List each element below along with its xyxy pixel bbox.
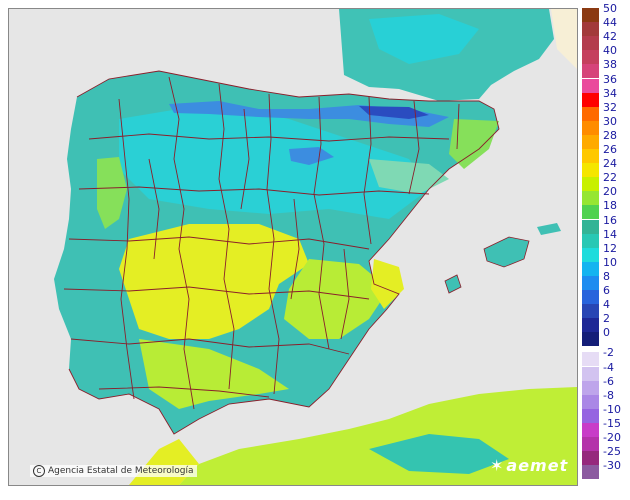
catalonia-coast <box>449 119 499 169</box>
legend-swatch-cold-3 <box>582 394 599 409</box>
legend-swatch-cold-6 <box>582 437 599 452</box>
balearic-borders <box>444 236 530 294</box>
legend-swatch-warm-5 <box>582 78 599 93</box>
legend-swatch-warm-14 <box>582 205 599 220</box>
legend-label-cold-4: -10 <box>603 402 621 416</box>
legend-swatch-cold-0 <box>582 352 599 367</box>
legend-label-warm-0: 50 <box>603 2 617 15</box>
legend-swatch-warm-20 <box>582 290 599 305</box>
legend-swatch-warm-1 <box>582 22 599 37</box>
legend-swatch-cold-4 <box>582 408 599 423</box>
legend-swatch-warm-4 <box>582 64 599 79</box>
legend-label-warm-10: 26 <box>603 143 617 156</box>
ibiza <box>445 275 461 293</box>
alps-strip <box>551 9 577 69</box>
legend-swatch-warm-0 <box>582 8 599 23</box>
legend-label-warm-11: 24 <box>603 157 617 171</box>
france-cool-patch <box>369 14 479 64</box>
legend-label-warm-1: 44 <box>603 16 617 30</box>
legend-label-warm-17: 12 <box>603 241 617 255</box>
iberian-range-cold <box>289 147 334 165</box>
legend-swatch-warm-11 <box>582 163 599 178</box>
legend-label-warm-16: 14 <box>603 227 617 241</box>
aemet-logo-icon: ✶ <box>490 456 505 475</box>
guadalquivir-warm <box>139 339 289 409</box>
legend-swatch-cold-7 <box>582 451 599 466</box>
temperature-map <box>8 8 578 486</box>
legend-label-warm-21: 4 <box>603 298 610 312</box>
menorca <box>537 223 561 235</box>
legend-swatch-warm-6 <box>582 92 599 107</box>
ebro-valley <box>369 159 449 194</box>
southeast-warm <box>284 259 389 339</box>
legend-swatch-warm-16 <box>582 233 599 248</box>
legend-label-warm-18: 10 <box>603 255 617 269</box>
legend-label-warm-5: 36 <box>603 72 617 86</box>
pyrenees-peaks <box>359 106 429 119</box>
legend-swatch-warm-7 <box>582 106 599 121</box>
legend-swatch-warm-3 <box>582 50 599 65</box>
legend-swatch-cold-5 <box>582 422 599 437</box>
legend-label-warm-13: 20 <box>603 185 617 199</box>
legend-label-cold-5: -15 <box>603 416 621 430</box>
legend-swatch-warm-19 <box>582 275 599 290</box>
legend-swatch-cold-1 <box>582 366 599 381</box>
legend-swatch-cold-2 <box>582 380 599 395</box>
legend-label-warm-14: 18 <box>603 199 617 213</box>
legend-label-warm-15: 16 <box>603 213 617 227</box>
credit-text: Agencia Estatal de Meteorología <box>48 466 194 476</box>
legend-swatch-warm-9 <box>582 134 599 149</box>
legend-label-warm-7: 32 <box>603 100 617 114</box>
copyright-icon: C <box>33 465 45 477</box>
legend-swatch-warm-13 <box>582 191 599 206</box>
aemet-logo: ✶ aemet <box>490 456 568 475</box>
legend-label-cold-7: -25 <box>603 445 621 459</box>
legend-label-warm-23: 0 <box>603 326 610 340</box>
province-borders <box>63 70 500 435</box>
legend-label-warm-6: 34 <box>603 86 617 100</box>
legend-label-warm-12: 22 <box>603 171 617 185</box>
levante-warm <box>371 259 404 309</box>
legend-label-warm-8: 30 <box>603 114 617 128</box>
legend-label-warm-22: 2 <box>603 312 610 326</box>
legend-swatch-cold-8 <box>582 465 599 480</box>
legend-swatch-warm-18 <box>582 261 599 276</box>
legend-swatch-warm-12 <box>582 177 599 192</box>
legend-label-warm-4: 38 <box>603 58 617 72</box>
legend-swatch-warm-22 <box>582 318 599 333</box>
legend-label-warm-9: 28 <box>603 128 617 142</box>
north-plateau-cool <box>119 104 429 219</box>
color-legend: 50 44 42 40 38 36 34 32 30 28 26 24 22 20 18 16 14 12 10 8 6… <box>582 3 628 486</box>
galicia-warm <box>97 157 127 229</box>
legend-label-warm-2: 42 <box>603 30 617 44</box>
legend-label-cold-1: -4 <box>603 360 614 374</box>
legend-swatch-warm-2 <box>582 36 599 51</box>
legend-swatch-warm-15 <box>582 219 599 234</box>
legend-label-cold-2: -6 <box>603 374 614 388</box>
legend-label-cold-8: -30 <box>603 459 621 473</box>
legend-swatch-warm-10 <box>582 149 599 164</box>
legend-label-warm-3: 40 <box>603 44 617 58</box>
legend-swatch-warm-21 <box>582 304 599 319</box>
legend-swatch-warm-17 <box>582 247 599 262</box>
legend-label-warm-19: 8 <box>603 269 610 283</box>
south-warm-area <box>119 224 309 339</box>
legend-swatch-warm-8 <box>582 120 599 135</box>
brand-text: aemet <box>506 456 569 475</box>
north-africa-cool <box>369 434 509 474</box>
legend-label-cold-6: -20 <box>603 431 621 444</box>
mallorca <box>484 237 529 267</box>
credit-label: C Agencia Estatal de Meteorología <box>30 465 197 477</box>
legend-label-warm-20: 6 <box>603 284 610 297</box>
legend-swatch-warm-23 <box>582 332 599 347</box>
legend-label-cold-0: -2 <box>603 346 614 360</box>
legend-label-cold-3: -8 <box>603 388 614 402</box>
